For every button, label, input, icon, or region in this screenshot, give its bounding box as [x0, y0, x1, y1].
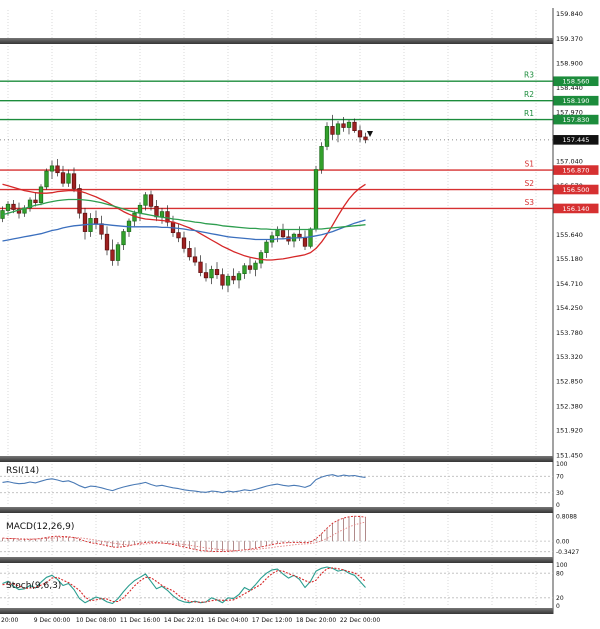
level-name-label: R2 — [524, 90, 534, 99]
time-axis: 20:00 9 Dec 00:00 10 Dec 08:00 11 Dec 16:00… — [1, 617, 380, 624]
level-R3: R3 158.560 — [0, 71, 599, 87]
level-name-label: R1 — [524, 109, 534, 118]
level-axis-value: 157.830 — [563, 116, 590, 124]
level-axis-value: 156.140 — [563, 205, 590, 213]
current-price-box — [553, 135, 599, 145]
rsi-title: RSI(14) — [6, 466, 40, 476]
level-axis-box — [553, 95, 599, 106]
level-axis-value: 158.560 — [563, 78, 590, 86]
indicator-axis-label: 0 — [556, 502, 560, 509]
indicator-axis-label: 0.8088 — [556, 513, 577, 520]
separator-bar — [0, 507, 553, 513]
current-price-level: 157.445 — [0, 135, 599, 145]
macd-title: MACD(12,26,9) — [6, 522, 75, 532]
main-price-chart[interactable] — [0, 8, 553, 454]
macd-12-26-9-panel: 0.8088 0.00 -0.3427 — [0, 513, 579, 556]
level-S3: S3 156.140 — [0, 198, 599, 214]
stoch-title: Stoch(9,6,3) — [6, 581, 62, 591]
time-axis-label: 10 Dec 08:00 — [76, 617, 117, 624]
price-axis-label: 152.380 — [556, 402, 583, 410]
ma-mid-line — [2, 219, 366, 242]
indicator-axis-label: 0 — [556, 603, 560, 610]
level-axis-box — [553, 165, 599, 175]
indicator-axis-label: 80 — [556, 570, 564, 577]
time-axis-label: 22 Dec 00:00 — [340, 617, 381, 624]
price-axis-label: 158.900 — [556, 60, 583, 68]
price-axis-label: 151.920 — [556, 427, 583, 435]
time-axis-label: 17 Dec 12:00 — [252, 617, 293, 624]
ma-fast-line — [2, 183, 366, 261]
level-axis-box — [553, 203, 599, 214]
time-axis-label: 16 Dec 04:00 — [208, 617, 249, 624]
rsi-14-panel: 100 70 30 0 — [0, 461, 568, 509]
price-axis-label: 155.180 — [556, 255, 583, 263]
indicator-axis-label: 70 — [556, 474, 564, 481]
time-axis-label: 9 Dec 00:00 — [34, 617, 71, 624]
indicator-axis-label: 30 — [556, 490, 564, 497]
price-axis-label: 158.440 — [556, 84, 583, 92]
level-R1: R1 157.830 — [0, 109, 599, 125]
macd-line — [2, 515, 366, 553]
time-axis-label: 18 Dec 20:00 — [296, 617, 337, 624]
indicator-axis-label: 20 — [556, 595, 564, 602]
separator-bar — [0, 38, 553, 44]
price-axis-label: 157.040 — [556, 157, 583, 165]
level-axis-box — [553, 184, 599, 195]
current-price-arrow — [367, 131, 373, 137]
separator-bar — [0, 557, 553, 563]
price-axis-label: 159.840 — [556, 10, 583, 18]
current-price-label: 157.445 — [563, 136, 590, 144]
indicator-axis-label: -0.3427 — [556, 549, 579, 556]
indicator-axis-label: 100 — [556, 562, 568, 569]
macd-signal-line — [2, 521, 366, 551]
level-name-label: S2 — [524, 179, 534, 188]
time-axis-label: 20:00 — [1, 617, 18, 624]
price-axis-label: 154.250 — [556, 304, 583, 312]
indicator-axis-label: 100 — [556, 461, 568, 468]
level-axis-box — [553, 76, 599, 87]
macd-histogram — [2, 516, 366, 552]
level-axis-box — [553, 114, 599, 125]
level-axis-value: 156.500 — [563, 186, 590, 194]
time-axis-label: 14 Dec 22:01 — [164, 617, 205, 624]
indicator-axis-label: 0.00 — [556, 538, 570, 545]
price-axis-label: 155.640 — [556, 231, 583, 239]
level-name-label: S1 — [524, 160, 534, 169]
level-axis-value: 158.190 — [563, 97, 590, 105]
level-S2: S2 156.500 — [0, 179, 599, 195]
level-R2: R2 158.190 — [0, 90, 599, 106]
level-axis-value: 156.870 — [563, 166, 590, 174]
separator-bar — [0, 456, 553, 462]
level-S1: S1 156.870 — [0, 160, 599, 175]
price-axis-label: 152.850 — [556, 378, 583, 386]
price-axis-label: 153.320 — [556, 353, 583, 361]
price-axis-label: 157.970 — [556, 109, 583, 117]
level-name-label: S3 — [524, 198, 534, 207]
price-axis-label: 154.710 — [556, 280, 583, 288]
ma-slow-line — [2, 198, 366, 231]
price-axis-label: 153.780 — [556, 329, 583, 337]
separator-bar — [0, 608, 553, 614]
price-axis-label: 151.450 — [556, 451, 583, 459]
level-name-label: R3 — [524, 71, 534, 80]
price-axis-label: 159.370 — [556, 35, 583, 43]
time-axis-label: 11 Dec 16:00 — [120, 617, 161, 624]
